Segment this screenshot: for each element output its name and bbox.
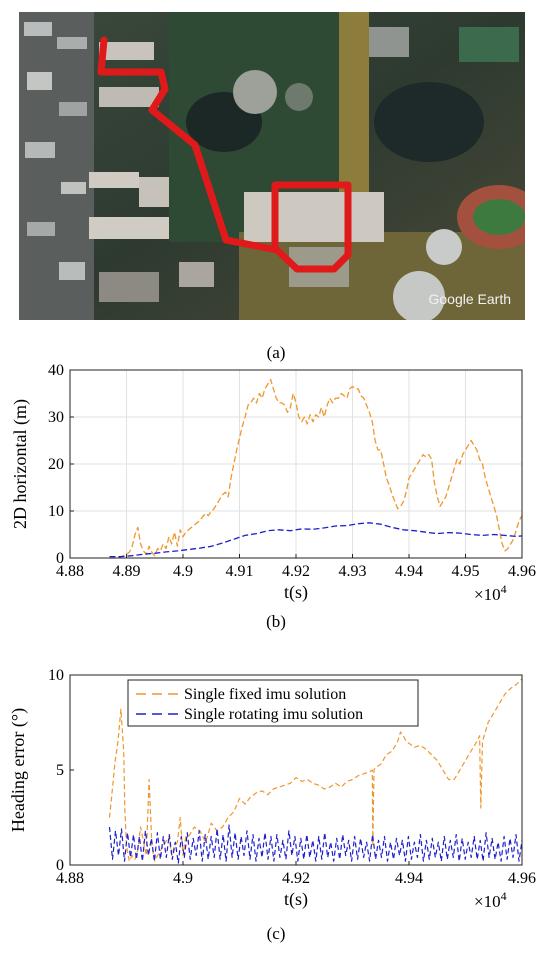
series-line-0 xyxy=(109,378,523,559)
x-tick-label: 4.94 xyxy=(395,563,423,580)
caption-b: (b) xyxy=(266,612,286,631)
x-axis-label: t(s) xyxy=(284,889,308,910)
x-tick-label: 4.91 xyxy=(226,563,254,580)
y-axis-label: 2D horizontal (m) xyxy=(10,399,31,529)
x-tick-label: 4.88 xyxy=(56,563,84,580)
chart-horizontal-error: 4.88 4.89 4.9 4.91 4.92 4.93 4.94 4.95 4.96 0 10 20… xyxy=(10,362,536,604)
x-tick-label: 4.9 xyxy=(173,563,193,580)
series-line-1 xyxy=(109,522,523,558)
x-tick-label: 4.92 xyxy=(282,563,310,580)
x-tick-label: 4.93 xyxy=(339,563,367,580)
x-tick-label: 4.9 xyxy=(173,870,193,887)
y-tick-label: 10 xyxy=(48,667,64,684)
chart-heading-error: 4.88 4.9 4.92 4.94 4.96 0 5 10 t(s) Heading error… xyxy=(8,667,536,911)
x-tick-label: 4.96 xyxy=(508,563,536,580)
x-tick-label: 4.94 xyxy=(395,870,423,887)
route-path xyxy=(97,36,352,273)
caption-a: (a) xyxy=(266,343,286,362)
legend-box xyxy=(127,679,419,727)
y-tick-label: 20 xyxy=(48,456,64,473)
x-tick-label: 4.96 xyxy=(508,870,536,887)
satellite-map-image: Google Earth xyxy=(19,12,541,323)
map-watermark: Google Earth xyxy=(429,291,512,307)
series-line-1 xyxy=(108,824,523,864)
y-tick-label: 0 xyxy=(56,550,64,567)
satellite-map: Google Earth xyxy=(19,12,541,323)
y-tick-label: 10 xyxy=(48,503,64,520)
x-axis-multiplier: ×104 xyxy=(474,889,507,911)
x-tick-label: 4.95 xyxy=(452,563,480,580)
y-tick-label: 0 xyxy=(56,857,64,874)
caption-c: (c) xyxy=(266,924,286,943)
legend-label-1: Single rotating imu solution xyxy=(184,706,363,723)
y-axis-label: Heading error (°) xyxy=(8,708,29,832)
x-tick-label: 4.88 xyxy=(56,870,84,887)
x-tick-label: 4.89 xyxy=(113,563,141,580)
y-tick-label: 5 xyxy=(56,762,64,779)
legend-label-0: Single fixed imu solution xyxy=(184,686,346,703)
y-tick-label: 30 xyxy=(48,409,64,426)
y-tick-label: 40 xyxy=(48,362,64,379)
x-tick-label: 4.92 xyxy=(282,870,310,887)
x-axis-multiplier: ×104 xyxy=(474,582,507,604)
x-axis-label: t(s) xyxy=(284,582,308,603)
